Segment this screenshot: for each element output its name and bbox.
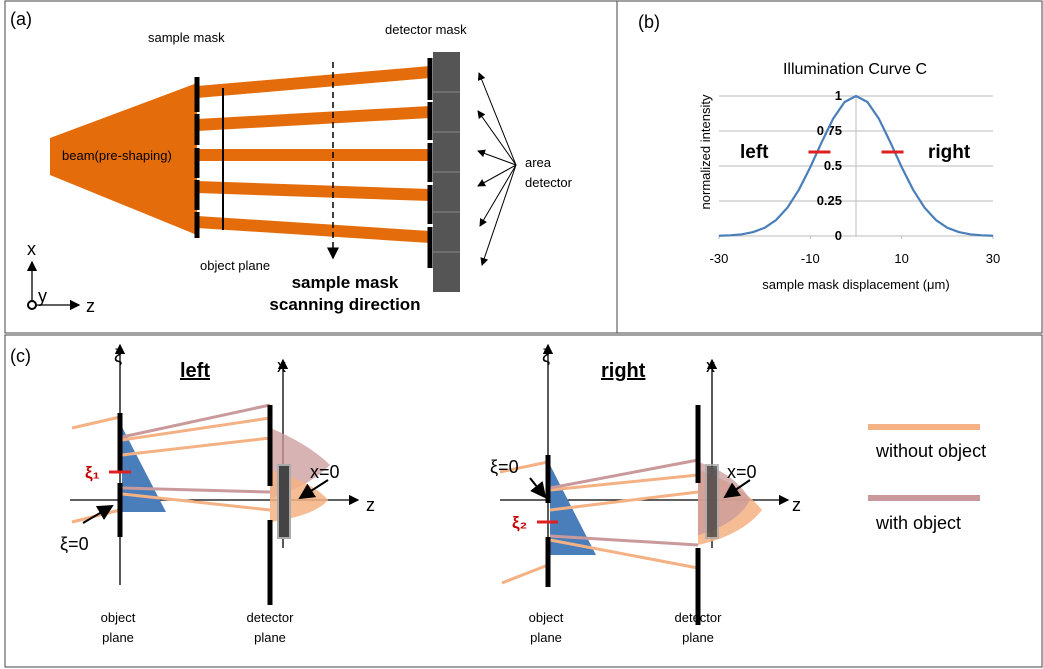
label: detector xyxy=(675,610,723,625)
y-tick-label: 0 xyxy=(835,228,842,243)
axis-label: ξ xyxy=(114,346,122,366)
label: area xyxy=(525,155,552,170)
x-axis-label: sample mask displacement (μm) xyxy=(762,277,949,292)
label: detector xyxy=(247,610,295,625)
label: x=0 xyxy=(727,462,757,482)
axis-label: y xyxy=(38,286,47,306)
y-tick-label: 0.25 xyxy=(817,193,842,208)
label: scanning direction xyxy=(269,295,420,314)
panel-c: (c) ξ left ξ₁ ξ=0 x x=0 z object plane d… xyxy=(10,345,986,645)
label: plane xyxy=(682,630,714,645)
label: x=0 xyxy=(310,462,340,482)
x-tick-label: -30 xyxy=(710,251,729,266)
label: plane xyxy=(254,630,286,645)
label: object xyxy=(101,610,136,625)
diagram-left: ξ left ξ₁ ξ=0 x x=0 z object plane detec… xyxy=(60,345,375,645)
axis-label: z xyxy=(792,495,801,515)
panel-label: (c) xyxy=(10,346,31,366)
label: sample mask xyxy=(148,30,225,45)
axis-label: ξ xyxy=(542,346,550,366)
x-tick-label: -10 xyxy=(801,251,820,266)
y-axis-label: normalized intensity xyxy=(698,94,713,209)
label: ξ=0 xyxy=(60,534,89,554)
diagram-right: ξ right ξ₂ ξ=0 x x=0 z object plane dete… xyxy=(490,345,801,645)
chart-title: Illumination Curve C xyxy=(783,61,927,78)
label: beam(pre-shaping) xyxy=(62,148,172,163)
beamlets xyxy=(197,66,430,243)
label: ξ₂ xyxy=(512,513,527,532)
label: object plane xyxy=(200,258,270,273)
axis-label: x xyxy=(27,239,36,259)
label: sample mask xyxy=(292,273,399,292)
panel-b: (b) Illumination Curve C normalized inte… xyxy=(638,12,1000,292)
label: ξ=0 xyxy=(490,457,519,477)
detector-arrows xyxy=(478,73,516,265)
diagram-title: left xyxy=(180,360,210,382)
label: ξ₁ xyxy=(85,463,100,482)
panel-a: (a) sample mask detector mask beam(pre-s… xyxy=(10,9,573,316)
label: detector mask xyxy=(385,22,467,37)
y-tick-label: 1 xyxy=(835,88,842,103)
origin xyxy=(28,301,36,309)
annotation: right xyxy=(928,142,971,163)
panel-label: (b) xyxy=(638,12,660,32)
legend-entry: without object xyxy=(875,441,986,461)
x-tick-label: 30 xyxy=(986,251,1000,266)
y-tick-label: 0.5 xyxy=(824,158,842,173)
legend-entry: with object xyxy=(875,513,961,533)
axis-label: z xyxy=(366,495,375,515)
x-tick-label: 10 xyxy=(894,251,908,266)
annotation: left xyxy=(740,142,769,163)
label: plane xyxy=(102,630,134,645)
figure: (a) sample mask detector mask beam(pre-s… xyxy=(0,0,1043,669)
axis-label: z xyxy=(86,296,95,316)
label: object xyxy=(529,610,564,625)
axis-label: x xyxy=(277,356,286,376)
axis-label: x xyxy=(706,356,715,376)
panel-label: (a) xyxy=(10,9,32,29)
label: plane xyxy=(530,630,562,645)
diagram-title: right xyxy=(601,360,646,382)
label: detector xyxy=(525,175,573,190)
